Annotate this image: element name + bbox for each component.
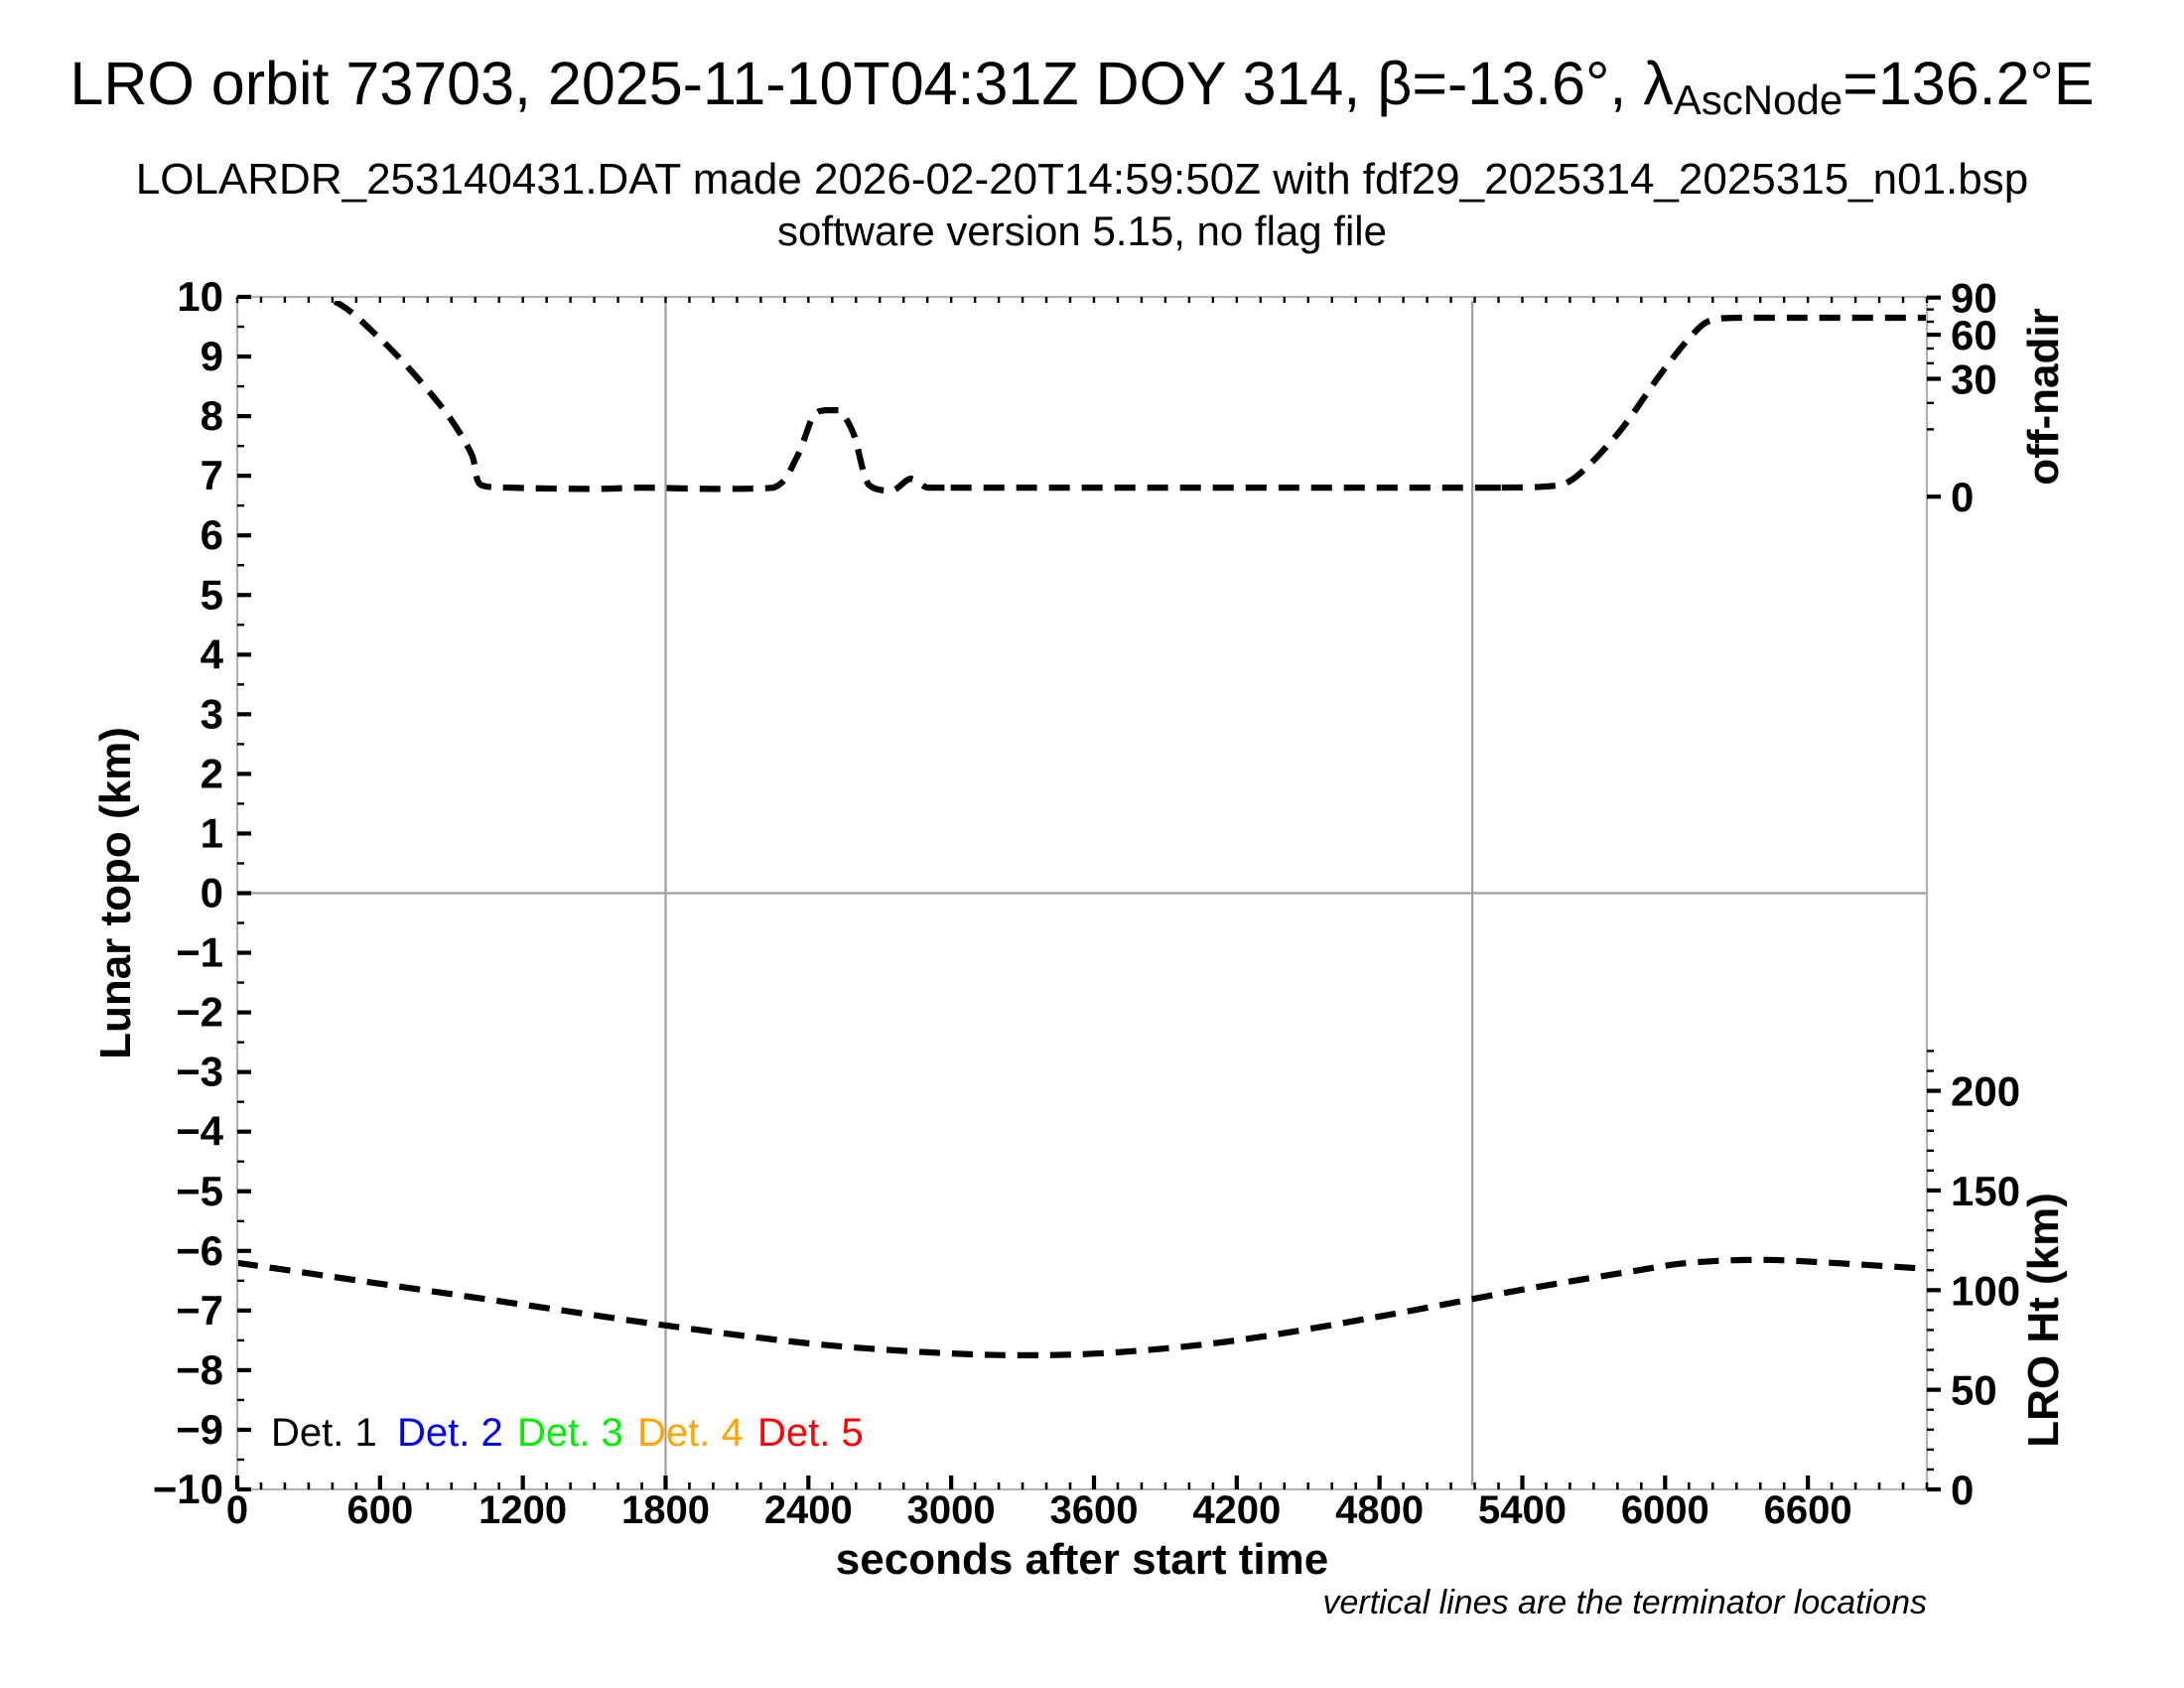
svg-text:−5: −5 (176, 1168, 223, 1214)
svg-text:3: 3 (201, 690, 223, 737)
svg-text:0: 0 (1951, 474, 1974, 520)
svg-text:200: 200 (1951, 1068, 2020, 1115)
svg-text:5400: 5400 (1478, 1488, 1567, 1532)
svg-text:LOLARDR_253140431.DAT made 202: LOLARDR_253140431.DAT made 2026-02-20T14… (136, 155, 2028, 204)
svg-text:1: 1 (201, 809, 223, 856)
svg-text:10: 10 (177, 273, 223, 320)
svg-text:−6: −6 (176, 1227, 223, 1274)
svg-text:−4: −4 (176, 1108, 224, 1155)
svg-text:off-nadir: off-nadir (2019, 308, 2068, 485)
svg-text:4: 4 (201, 631, 224, 677)
svg-text:−3: −3 (176, 1049, 223, 1095)
svg-text:−7: −7 (176, 1287, 223, 1334)
svg-text:6600: 6600 (1764, 1488, 1852, 1532)
svg-text:−2: −2 (176, 989, 223, 1036)
svg-text:6: 6 (201, 511, 223, 558)
svg-text:600: 600 (346, 1488, 413, 1532)
svg-text:100: 100 (1951, 1267, 2020, 1314)
svg-text:vertical lines are the termina: vertical lines are the terminator locati… (1323, 1584, 1928, 1621)
svg-text:−8: −8 (176, 1346, 223, 1393)
svg-text:50: 50 (1951, 1367, 1997, 1414)
svg-text:Det. 5: Det. 5 (757, 1411, 864, 1455)
svg-text:60: 60 (1951, 312, 1997, 358)
svg-text:2: 2 (201, 750, 223, 796)
svg-text:4800: 4800 (1335, 1488, 1424, 1532)
svg-text:8: 8 (201, 392, 223, 439)
svg-text:software version 5.15, no flag: software version 5.15, no flag file (777, 208, 1387, 254)
svg-text:3000: 3000 (907, 1488, 996, 1532)
svg-text:Det. 2: Det. 2 (397, 1411, 503, 1455)
svg-text:−10: −10 (153, 1466, 223, 1512)
svg-text:Det. 4: Det. 4 (637, 1411, 744, 1455)
svg-text:Det. 1: Det. 1 (271, 1411, 377, 1455)
svg-text:2400: 2400 (764, 1488, 853, 1532)
svg-text:Lunar topo (km): Lunar topo (km) (91, 727, 140, 1059)
svg-text:1800: 1800 (621, 1488, 710, 1532)
svg-text:30: 30 (1951, 356, 1997, 403)
svg-text:seconds after start time: seconds after start time (836, 1535, 1328, 1584)
svg-text:−9: −9 (176, 1406, 223, 1453)
svg-text:4200: 4200 (1192, 1488, 1281, 1532)
svg-text:3600: 3600 (1049, 1488, 1138, 1532)
svg-text:0: 0 (201, 870, 223, 916)
svg-text:1200: 1200 (478, 1488, 567, 1532)
svg-text:0: 0 (226, 1488, 248, 1532)
svg-text:7: 7 (201, 452, 223, 498)
svg-text:0: 0 (1951, 1467, 1974, 1513)
svg-text:−1: −1 (176, 929, 223, 976)
svg-text:6000: 6000 (1621, 1488, 1709, 1532)
svg-text:150: 150 (1951, 1168, 2020, 1214)
svg-text:Det. 3: Det. 3 (517, 1411, 623, 1455)
svg-text:LRO Ht (km): LRO Ht (km) (2019, 1193, 2068, 1448)
svg-text:5: 5 (201, 571, 223, 618)
svg-text:9: 9 (201, 333, 223, 379)
